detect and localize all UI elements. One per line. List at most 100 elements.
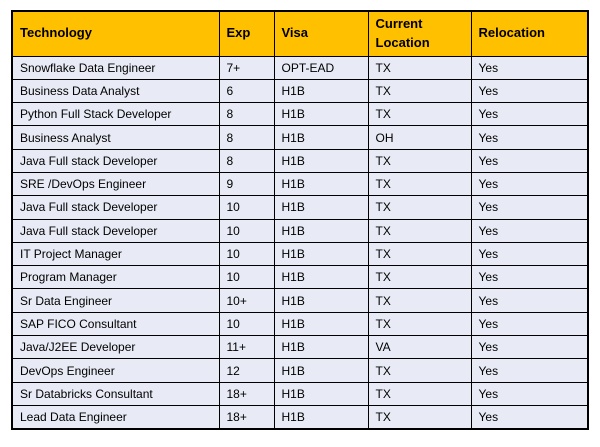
- cell-location: VA: [367, 335, 472, 360]
- cell-location: TX: [367, 241, 472, 267]
- cell-visa: H1B: [273, 381, 369, 406]
- cell-technology: SRE /DevOps Engineer: [11, 171, 220, 197]
- cell-relocation: Yes: [470, 288, 589, 313]
- table-row: Snowflake Data Engineer 7+ OPT-EAD TX Ye…: [11, 55, 589, 80]
- cell-visa: H1B: [273, 265, 369, 290]
- cell-technology: Java/J2EE Developer: [11, 335, 220, 360]
- cell-relocation: Yes: [470, 241, 589, 267]
- cell-relocation: Yes: [470, 381, 589, 406]
- cell-relocation: Yes: [470, 78, 589, 104]
- cell-location: TX: [367, 102, 472, 127]
- cell-visa: H1B: [273, 102, 369, 127]
- column-header-visa: Visa: [273, 10, 369, 57]
- cell-visa: H1B: [273, 358, 369, 383]
- cell-technology: Business Data Analyst: [11, 78, 220, 104]
- cell-location: TX: [367, 381, 472, 406]
- table-row: DevOps Engineer 12 H1B TX Yes: [11, 358, 589, 383]
- cell-technology: Program Manager: [11, 265, 220, 290]
- cell-relocation: Yes: [470, 55, 589, 80]
- table-row: Sr Databricks Consultant 18+ H1B TX Yes: [11, 381, 589, 406]
- cell-location: TX: [367, 78, 472, 104]
- cell-exp: 18+: [218, 404, 275, 430]
- cell-exp: 6: [218, 78, 275, 104]
- cell-exp: 10: [218, 311, 275, 337]
- cell-relocation: Yes: [470, 265, 589, 290]
- candidate-hotlist-table: Technology Exp Visa Current Location Rel…: [11, 10, 589, 430]
- cell-location: TX: [367, 311, 472, 337]
- cell-location: TX: [367, 404, 472, 430]
- table-row: SRE /DevOps Engineer 9 H1B TX Yes: [11, 171, 589, 197]
- cell-location: TX: [367, 358, 472, 383]
- cell-visa: H1B: [273, 195, 369, 220]
- cell-exp: 10: [218, 195, 275, 220]
- cell-technology: DevOps Engineer: [11, 358, 220, 383]
- cell-relocation: Yes: [470, 404, 589, 430]
- cell-technology: Snowflake Data Engineer: [11, 55, 220, 80]
- cell-visa: H1B: [273, 78, 369, 104]
- cell-relocation: Yes: [470, 125, 589, 150]
- table-row: Business Data Analyst 6 H1B TX Yes: [11, 78, 589, 104]
- cell-visa: H1B: [273, 171, 369, 197]
- table-row: Python Full Stack Developer 8 H1B TX Yes: [11, 102, 589, 127]
- cell-visa: H1B: [273, 241, 369, 267]
- cell-visa: H1B: [273, 125, 369, 150]
- cell-visa: H1B: [273, 404, 369, 430]
- table-row: IT Project Manager 10 H1B TX Yes: [11, 241, 589, 267]
- table-header-row: Technology Exp Visa Current Location Rel…: [11, 10, 589, 57]
- cell-technology: Sr Databricks Consultant: [11, 381, 220, 406]
- cell-technology: SAP FICO Consultant: [11, 311, 220, 337]
- cell-exp: 10: [218, 218, 275, 243]
- column-header-location: Current Location: [367, 10, 472, 57]
- table-row: Java Full stack Developer 10 H1B TX Yes: [11, 218, 589, 243]
- cell-relocation: Yes: [470, 148, 589, 173]
- cell-technology: Lead Data Engineer: [11, 404, 220, 430]
- cell-visa: H1B: [273, 335, 369, 360]
- cell-relocation: Yes: [470, 102, 589, 127]
- cell-exp: 12: [218, 358, 275, 383]
- cell-location: TX: [367, 195, 472, 220]
- cell-visa: H1B: [273, 288, 369, 313]
- cell-exp: 8: [218, 148, 275, 173]
- cell-location: TX: [367, 171, 472, 197]
- cell-relocation: Yes: [470, 358, 589, 383]
- cell-exp: 10: [218, 265, 275, 290]
- table-row: Java Full stack Developer 8 H1B TX Yes: [11, 148, 589, 173]
- table-row: Java/J2EE Developer 11+ H1B VA Yes: [11, 335, 589, 360]
- cell-location: TX: [367, 265, 472, 290]
- cell-technology: IT Project Manager: [11, 241, 220, 267]
- cell-relocation: Yes: [470, 218, 589, 243]
- cell-technology: Java Full stack Developer: [11, 148, 220, 173]
- table-body: Snowflake Data Engineer 7+ OPT-EAD TX Ye…: [11, 55, 589, 430]
- table-row: Java Full stack Developer 10 H1B TX Yes: [11, 195, 589, 220]
- cell-location: OH: [367, 125, 472, 150]
- cell-visa: H1B: [273, 148, 369, 173]
- cell-technology: Business Analyst: [11, 125, 220, 150]
- table-row: Sr Data Engineer 10+ H1B TX Yes: [11, 288, 589, 313]
- cell-location: TX: [367, 55, 472, 80]
- cell-relocation: Yes: [470, 195, 589, 220]
- cell-relocation: Yes: [470, 311, 589, 337]
- cell-exp: 7+: [218, 55, 275, 80]
- candidate-hotlist-table-wrap: Technology Exp Visa Current Location Rel…: [11, 10, 589, 430]
- cell-visa: H1B: [273, 218, 369, 243]
- table-row: Program Manager 10 H1B TX Yes: [11, 265, 589, 290]
- cell-relocation: Yes: [470, 171, 589, 197]
- column-header-technology: Technology: [11, 10, 220, 57]
- cell-exp: 9: [218, 171, 275, 197]
- cell-technology: Java Full stack Developer: [11, 195, 220, 220]
- table-row: SAP FICO Consultant 10 H1B TX Yes: [11, 311, 589, 337]
- cell-exp: 8: [218, 102, 275, 127]
- cell-relocation: Yes: [470, 335, 589, 360]
- cell-location: TX: [367, 218, 472, 243]
- cell-exp: 18+: [218, 381, 275, 406]
- cell-exp: 10: [218, 241, 275, 267]
- cell-location: TX: [367, 148, 472, 173]
- table-row: Business Analyst 8 H1B OH Yes: [11, 125, 589, 150]
- cell-technology: Sr Data Engineer: [11, 288, 220, 313]
- cell-technology: Python Full Stack Developer: [11, 102, 220, 127]
- cell-visa: OPT-EAD: [273, 55, 369, 80]
- cell-exp: 11+: [218, 335, 275, 360]
- column-header-relocation: Relocation: [470, 10, 589, 57]
- cell-exp: 10+: [218, 288, 275, 313]
- cell-visa: H1B: [273, 311, 369, 337]
